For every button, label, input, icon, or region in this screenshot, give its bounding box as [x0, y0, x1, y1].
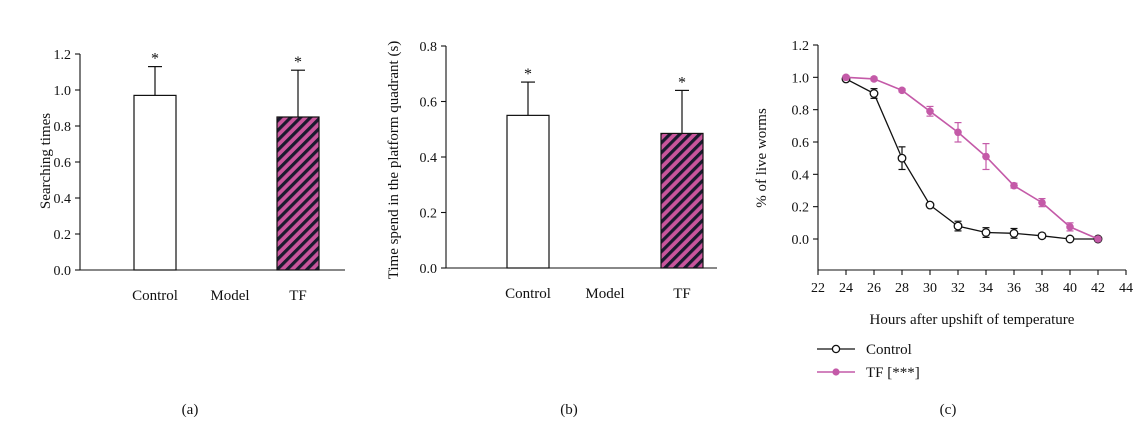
panel-b-category-label: Control [505, 286, 551, 302]
panel-b-y-tick-label: 0.2 [420, 207, 438, 222]
panel-b-bar-control [506, 114, 550, 269]
panel-a-y-tick-label: 0.0 [54, 264, 72, 279]
series-point-tf [1038, 198, 1046, 207]
panel-c-x-tick-label: 28 [895, 281, 909, 296]
panel-c-x-tick-label: 34 [979, 281, 993, 296]
series-point-tf [982, 152, 990, 161]
panel-c-x-tick-label: 32 [951, 281, 965, 296]
panel-c: 0.0 0.2 0.4 0.6 0.8 1.0 1.2 22 24 26 28 30 32 34 36 38 4… [754, 39, 1133, 418]
series-point-control [1037, 231, 1047, 241]
series-point-control [1009, 228, 1019, 238]
panel-c-y-label: % of live worms [754, 108, 770, 208]
panel-b-significance-marker: * [524, 66, 532, 83]
panel-c-axes: 0.0 0.2 0.4 0.6 0.8 1.0 1.2 22 24 26 28 30 32 34 36 38 4… [792, 39, 1134, 296]
series-point-control [925, 200, 935, 210]
panel-c-caption: (c) [940, 402, 957, 418]
panel-a-significance-marker: * [151, 51, 159, 68]
panel-a-y-tick-label: 0.4 [54, 192, 72, 207]
panel-b-y-label: Time spend in the platform quadrant (s) [386, 41, 402, 280]
panel-b-significance-marker: * [678, 74, 686, 91]
series-point-tf [1066, 223, 1074, 231]
legend-tf-label: TF [***] [866, 365, 920, 381]
panel-b-bar-tf [660, 132, 704, 269]
panel-a-category-label: Model [210, 288, 249, 304]
panel-b-y-tick-label: 0.4 [420, 151, 438, 166]
panel-a-axes: 0.0 0.2 0.4 0.6 0.8 1.0 1.2 Control Model TF [54, 48, 345, 304]
panel-c-y-tick-label: 1.2 [792, 39, 810, 54]
legend-tf-marker [832, 368, 840, 376]
series-point-control [1065, 234, 1075, 244]
panel-b-y-tick-label: 0.8 [420, 40, 438, 55]
panel-c-x-tick-label: 38 [1035, 281, 1049, 296]
series-point-tf [1094, 235, 1102, 243]
panel-a-bars: * * [133, 51, 320, 271]
panel-c-x-tick-label: 36 [1007, 281, 1021, 296]
panel-a-y-label: Searching times [38, 113, 54, 209]
legend-control-label: Control [866, 342, 912, 358]
panel-a-y-tick-label: 0.6 [54, 156, 72, 171]
panel-b-caption: (b) [560, 402, 578, 418]
series-point-control [869, 89, 879, 98]
series-point-tf [1010, 181, 1018, 190]
panel-c-x-tick-label: 40 [1063, 281, 1077, 296]
panel-c-x-tick-label: 24 [839, 281, 853, 296]
panel-b-axes: 0.0 0.2 0.4 0.6 0.8 Control Model TF [420, 40, 717, 302]
panel-c-y-tick-label: 0.0 [792, 233, 810, 248]
panel-c-x-tick-label: 44 [1119, 281, 1133, 296]
series-point-tf [870, 75, 878, 83]
panel-c-y-tick-label: 0.6 [792, 136, 810, 151]
panel-a-category-label: TF [289, 288, 307, 304]
legend-control-marker [831, 344, 841, 354]
series-point-control [981, 228, 991, 237]
panel-a-significance-marker: * [294, 54, 302, 71]
panel-a-y-tick-label: 1.0 [54, 84, 72, 99]
panel-c-y-tick-label: 1.0 [792, 71, 810, 86]
panel-a-y-tick-label: 1.2 [54, 48, 72, 63]
panel-c-y-tick-label: 0.2 [792, 201, 810, 216]
panel-a-bar-control [133, 94, 177, 271]
panel-c-x-label: Hours after upshift of temperature [870, 312, 1075, 328]
series-point-tf [842, 73, 850, 82]
panel-c-y-tick-label: 0.4 [792, 168, 810, 183]
series-point-tf [926, 107, 934, 116]
panel-c-legend: Control TF [***] [817, 342, 920, 381]
panel-a-caption: (a) [182, 402, 199, 418]
series-line-tf [845, 76, 1099, 240]
panel-c-x-tick-label: 22 [811, 281, 825, 296]
panel-b-category-label: Model [585, 286, 624, 302]
series-point-tf [954, 128, 962, 137]
series-point-control [897, 153, 907, 163]
panel-c-lines [841, 73, 1103, 244]
panel-c-x-tick-label: 42 [1091, 281, 1105, 296]
panel-c-y-tick-label: 0.8 [792, 104, 810, 119]
series-line-control [845, 78, 1098, 240]
series-point-control [953, 221, 963, 231]
series-point-tf [898, 86, 906, 95]
panel-b-bars: * * [506, 66, 704, 269]
panel-a-bar-tf [276, 116, 320, 271]
panel-a-category-label: Control [132, 288, 178, 304]
panel-b-y-tick-label: 0.6 [420, 96, 438, 111]
panel-c-x-tick-label: 26 [867, 281, 881, 296]
panel-c-x-tick-label: 30 [923, 281, 937, 296]
panel-a-y-tick-label: 0.8 [54, 120, 72, 135]
panel-a-y-tick-label: 0.2 [54, 228, 72, 243]
panel-b-category-label: TF [673, 286, 691, 302]
panel-b-y-tick-label: 0.0 [420, 262, 438, 277]
